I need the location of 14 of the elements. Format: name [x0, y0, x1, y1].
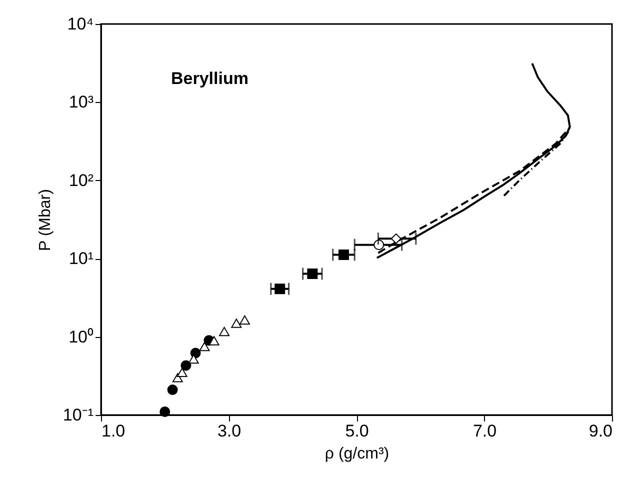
y-tick-label: 10³ — [68, 92, 94, 112]
x-tick-label: 9.0 — [588, 422, 612, 440]
x-axis-title: ρ (g/cm³) — [324, 446, 390, 462]
y-tick-label: 10⁴ — [67, 14, 94, 34]
x-tick-label: 5.0 — [345, 422, 369, 440]
y-axis-title: P (Mbar) — [36, 189, 54, 251]
y-tick-label: 10² — [68, 170, 94, 190]
y-tick-label: 10¹ — [68, 249, 94, 268]
x-tick-label: 7.0 — [472, 422, 497, 440]
y-tick-label: 10⁰ — [68, 327, 94, 346]
x-tick-label: 1.0 — [102, 422, 126, 440]
x-tick-label: 3.0 — [217, 422, 242, 440]
annotation: Beryllium — [171, 69, 248, 88]
y-tick-label: 10⁻¹ — [62, 406, 94, 424]
